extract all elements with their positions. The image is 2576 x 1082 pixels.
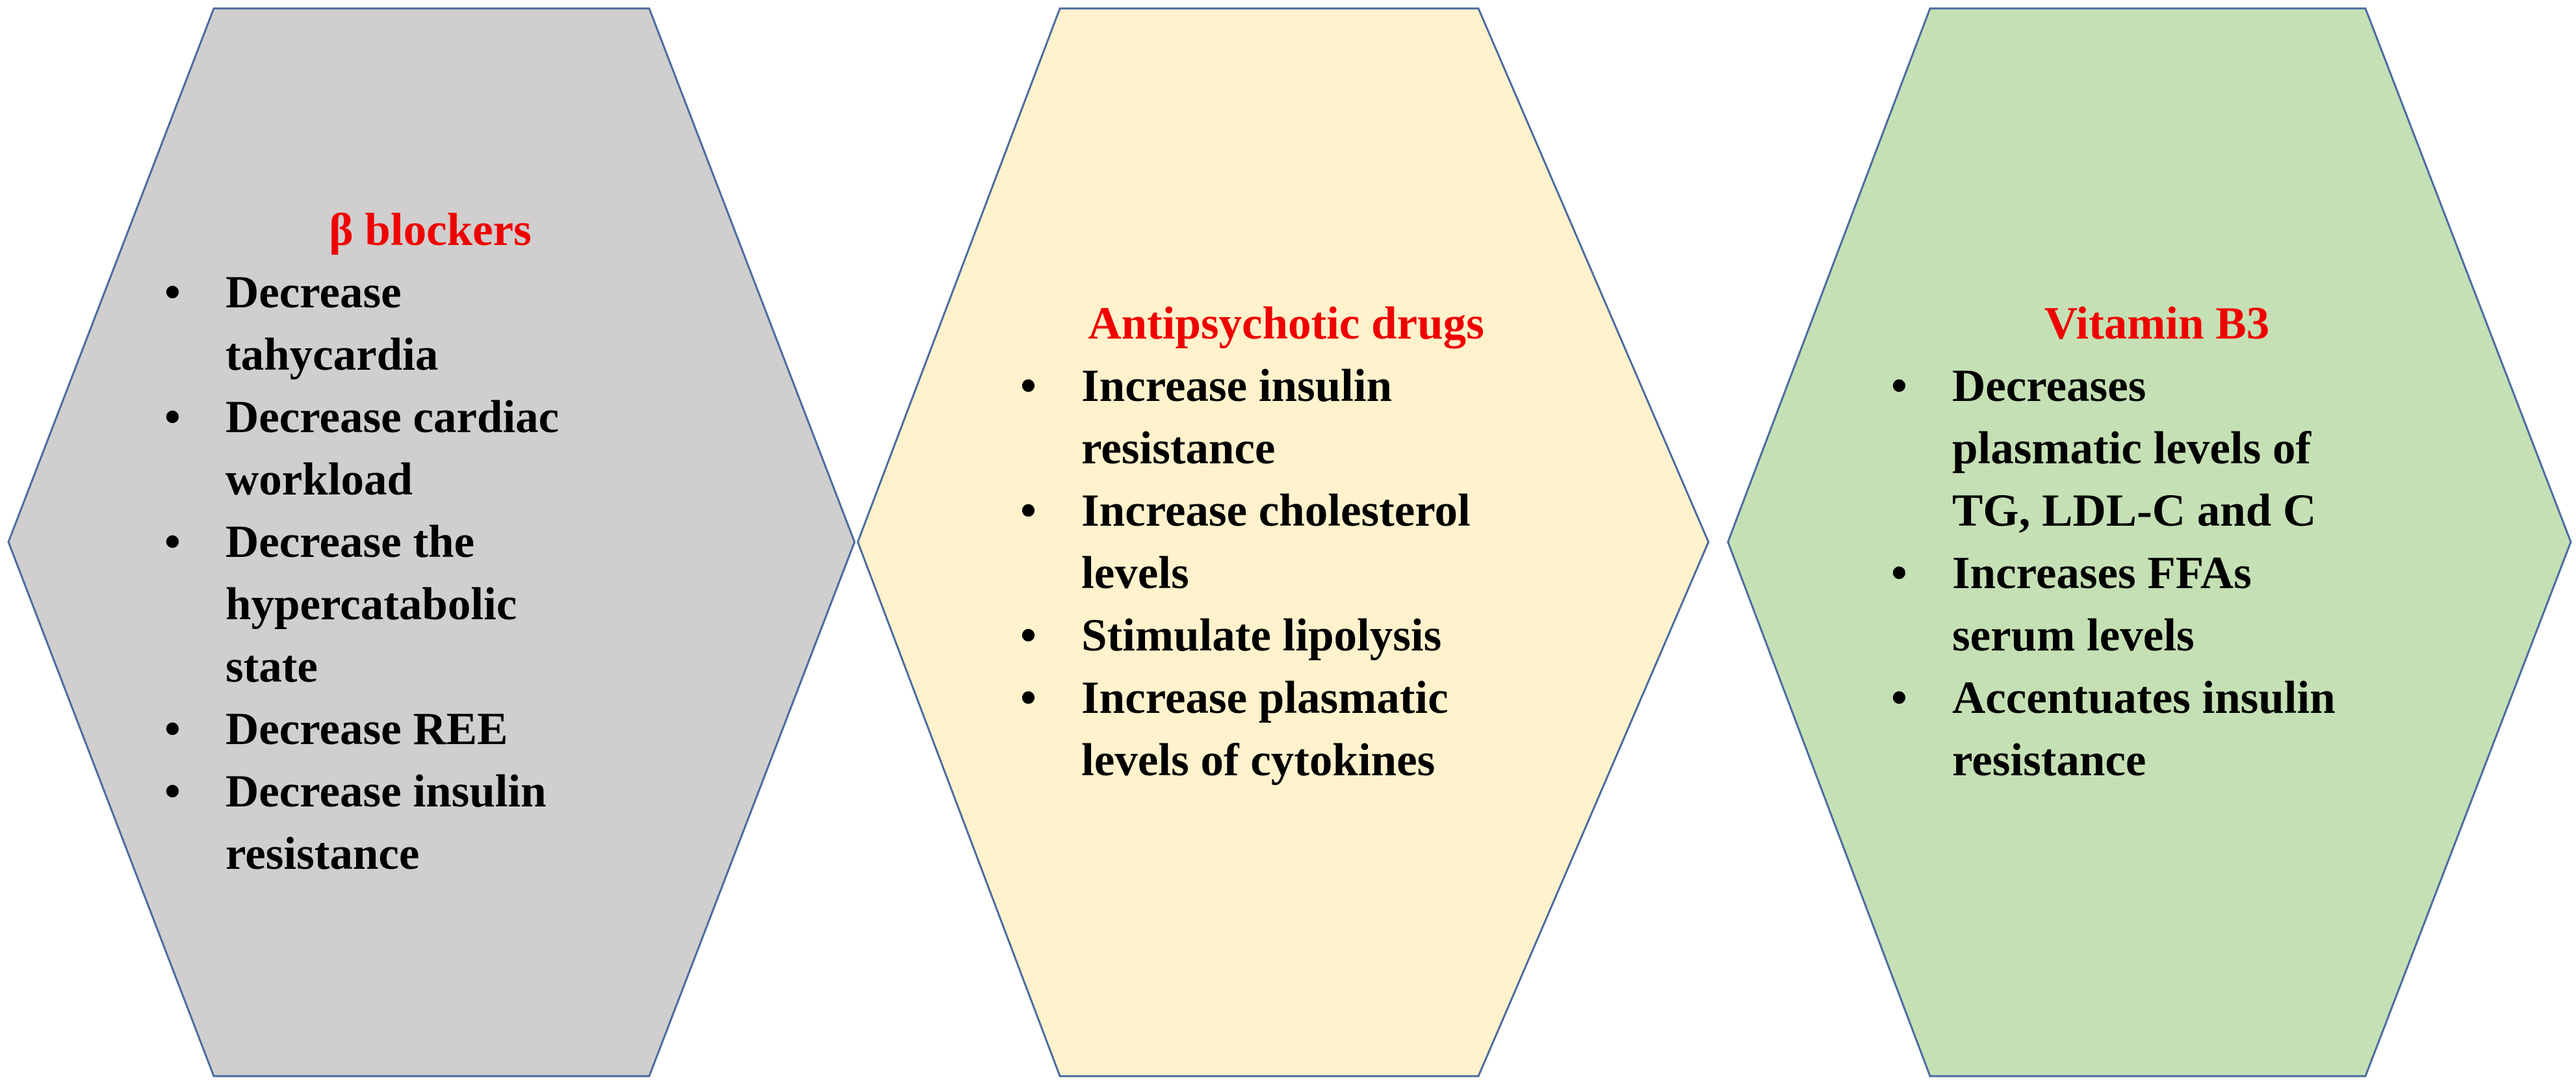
bullet-text: workload xyxy=(225,454,413,505)
bullet-text: Decreases xyxy=(1952,361,2146,411)
bullet-text: Increase insulin xyxy=(1081,361,1393,411)
bullet-text: levels xyxy=(1081,548,1189,599)
bullet-text: Decrease REE xyxy=(225,704,508,754)
bullet-item: Decreases plasmatic levels of TG, LDL-C an… xyxy=(1891,355,2423,542)
bullet-text: tahycardia xyxy=(225,329,439,380)
bullet-text: levels of cytokines xyxy=(1081,735,1436,786)
bullet-item: Decrease the hypercatabolic state xyxy=(164,511,696,698)
bullet-text: Increase plasmatic xyxy=(1081,673,1449,723)
bullet-text: resistance xyxy=(1081,423,1276,474)
bullet-text: Accentuates insulin xyxy=(1952,673,2336,723)
hexagon-title: Vitamin B3 xyxy=(2044,298,2270,349)
bullet-text: Stimulate lipolysis xyxy=(1081,610,1442,661)
bullet-item: Decrease cardiac workload xyxy=(164,386,696,511)
bullet-text: TG, LDL-C and C xyxy=(1952,485,2317,536)
bullet-item: Increase plasmatic levels of cytokines xyxy=(1020,667,1552,792)
hexagon-title: Antipsychotic drugs xyxy=(1088,298,1484,349)
hexagon-title: β blockers xyxy=(329,205,532,255)
bullet-item: Accentuates insulin resistance xyxy=(1891,667,2423,792)
bullet-text: Increase cholesterol xyxy=(1081,485,1471,536)
bullet-text: hypercatabolic xyxy=(225,579,517,630)
bullet-text: plasmatic levels of xyxy=(1952,423,2312,474)
bullet-text: Decrease insulin xyxy=(225,766,547,817)
bullet-text: Decrease cardiac xyxy=(225,392,560,443)
bullet-item: Increase cholesterol levels xyxy=(1020,480,1552,604)
bullet-text: resistance xyxy=(225,829,420,879)
bullet-text: state xyxy=(225,641,318,692)
bullet-text: Decrease the xyxy=(225,517,475,567)
bullet-item: Increases FFAs serum levels xyxy=(1891,542,2423,667)
bullet-text: Increases FFAs xyxy=(1952,548,2252,599)
bullet-text: Decrease xyxy=(225,267,402,318)
bullet-item: Decrease insulin resistance xyxy=(164,760,696,885)
bullet-text: serum levels xyxy=(1952,610,2195,661)
bullet-item: Increase insulin resistance xyxy=(1020,355,1552,480)
bullet-text: resistance xyxy=(1952,735,2146,786)
bullet-item: Decrease tahycardia xyxy=(164,261,696,386)
hexagon-content: Antipsychotic drugs Increase insulin resis… xyxy=(1020,292,1552,792)
hexagon-content: β blockers Decrease tahycardia Decrease car… xyxy=(164,199,696,885)
bullet-item: Decrease REE xyxy=(164,698,696,760)
bullet-item: Stimulate lipolysis xyxy=(1020,604,1552,667)
hexagon-content: Vitamin B3 Decreases plasmatic levels of TG… xyxy=(1891,292,2423,792)
